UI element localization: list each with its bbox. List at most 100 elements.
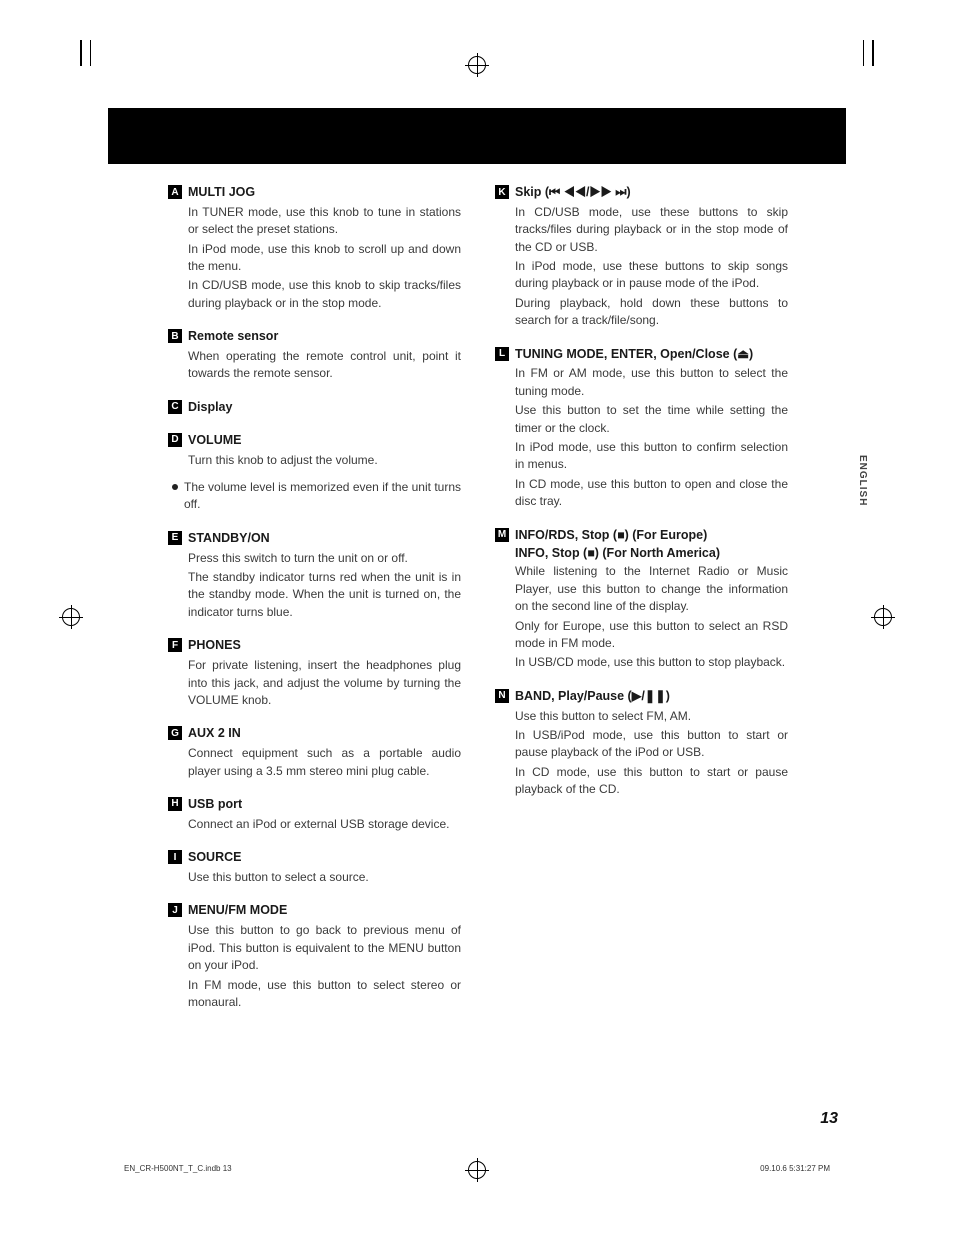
description-paragraph: In USB/iPod mode, use this button to sta… xyxy=(515,727,788,762)
section-title: Skip (⏮ ◀◀/▶▶ ⏭) xyxy=(515,184,631,201)
section: L TUNING MODE, ENTER, Open/Close (⏏) In FM… xyxy=(495,346,788,511)
section: D VOLUME Turn this knob to adjust the volu… xyxy=(168,432,461,514)
left-column: A MULTI JOG In TUNER mode, use this knob t… xyxy=(168,184,461,1027)
description-paragraph: Use this button to set the time while se… xyxy=(515,402,788,437)
section: ESTANDBY/ON Press this switch to turn the… xyxy=(168,530,461,621)
section-description: Connect an iPod or external USB storage … xyxy=(168,816,461,833)
section-letter-badge: E xyxy=(168,531,182,545)
page-number: 13 xyxy=(820,1110,838,1128)
section-letter-badge: M xyxy=(495,528,509,542)
section-letter-badge: A xyxy=(168,185,182,199)
section-title: USB port xyxy=(188,796,242,813)
description-paragraph: In TUNER mode, use this knob to tune in … xyxy=(188,204,461,239)
section-description: Press this switch to turn the unit on or… xyxy=(168,550,461,622)
bullet-text: The volume level is memorized even if th… xyxy=(184,479,461,514)
section-header: K Skip (⏮ ◀◀/▶▶ ⏭) xyxy=(495,184,788,201)
section-header: J MENU/FM MODE xyxy=(168,902,461,919)
bullet-icon xyxy=(172,484,178,490)
section-description: In TUNER mode, use this knob to tune in … xyxy=(168,204,461,312)
section-description: Connect equipment such as a portable aud… xyxy=(168,745,461,780)
section-title: MENU/FM MODE xyxy=(188,902,287,919)
description-paragraph: In iPod mode, use this knob to scroll up… xyxy=(188,241,461,276)
section-letter-badge: J xyxy=(168,903,182,917)
section-header: GAUX 2 IN xyxy=(168,725,461,742)
registration-mark xyxy=(468,56,486,74)
section-title: TUNING MODE, ENTER, Open/Close (⏏) xyxy=(515,346,753,363)
section-letter-badge: G xyxy=(168,726,182,740)
section-description: Use this button to select FM, AM. In USB/… xyxy=(495,708,788,799)
description-paragraph: In FM or AM mode, use this button to sel… xyxy=(515,365,788,400)
section-header: H USB port xyxy=(168,796,461,813)
page-content: A MULTI JOG In TUNER mode, use this knob t… xyxy=(168,184,788,1027)
description-paragraph: In CD/USB mode, use these buttons to ski… xyxy=(515,204,788,256)
section-header: C Display xyxy=(168,399,461,416)
section: I SOURCE Use this button to select a sourc… xyxy=(168,849,461,886)
section-header: I SOURCE xyxy=(168,849,461,866)
section-letter-badge: I xyxy=(168,850,182,864)
section-header: N BAND, Play/Pause (▶/❚❚) xyxy=(495,688,788,705)
description-paragraph: During playback, hold down these buttons… xyxy=(515,295,788,330)
description-paragraph: Use this button to select a source. xyxy=(188,869,461,886)
section-header: M INFO/RDS, Stop (■) (For Europe) xyxy=(495,527,788,544)
section-letter-badge: F xyxy=(168,638,182,652)
bullet-note: The volume level is memorized even if th… xyxy=(168,479,461,514)
section-subtitle: INFO, Stop (■) (For North America) xyxy=(495,546,788,560)
description-paragraph: For private listening, insert the headph… xyxy=(188,657,461,709)
description-paragraph: While listening to the Internet Radio or… xyxy=(515,563,788,615)
description-paragraph: When operating the remote control unit, … xyxy=(188,348,461,383)
section-description: In FM or AM mode, use this button to sel… xyxy=(495,365,788,510)
section-letter-badge: L xyxy=(495,347,509,361)
section-description: When operating the remote control unit, … xyxy=(168,348,461,383)
section: N BAND, Play/Pause (▶/❚❚) Use this button … xyxy=(495,688,788,799)
section: BRemote sensor When operating the remote … xyxy=(168,328,461,383)
section-description: For private listening, insert the headph… xyxy=(168,657,461,709)
section: M INFO/RDS, Stop (■) (For Europe) INFO, St… xyxy=(495,527,788,672)
section-title: INFO/RDS, Stop (■) (For Europe) xyxy=(515,527,707,544)
section-title: SOURCE xyxy=(188,849,241,866)
section-header: BRemote sensor xyxy=(168,328,461,345)
section-title: MULTI JOG xyxy=(188,184,255,201)
language-tab: ENGLISH xyxy=(857,455,868,506)
section: H USB port Connect an iPod or external USB… xyxy=(168,796,461,833)
right-column: K Skip (⏮ ◀◀/▶▶ ⏭) In CD/USB mode, use the… xyxy=(495,184,788,1027)
section: C Display xyxy=(168,399,461,416)
registration-mark xyxy=(468,1161,486,1179)
description-paragraph: Turn this knob to adjust the volume. xyxy=(188,452,461,469)
description-paragraph: Use this button to go back to previous m… xyxy=(188,922,461,974)
section-title: BAND, Play/Pause (▶/❚❚) xyxy=(515,688,670,705)
section-letter-badge: N xyxy=(495,689,509,703)
description-paragraph: Connect an iPod or external USB storage … xyxy=(188,816,461,833)
section-title: PHONES xyxy=(188,637,241,654)
section-letter-badge: H xyxy=(168,797,182,811)
section-header: ESTANDBY/ON xyxy=(168,530,461,547)
description-paragraph: In CD/USB mode, use this knob to skip tr… xyxy=(188,277,461,312)
section-header: D VOLUME xyxy=(168,432,461,449)
section-letter-badge: C xyxy=(168,400,182,414)
section-letter-badge: B xyxy=(168,329,182,343)
registration-mark xyxy=(874,608,892,626)
section-title: VOLUME xyxy=(188,432,241,449)
registration-mark xyxy=(62,608,80,626)
section-letter-badge: K xyxy=(495,185,509,199)
section-header: A MULTI JOG xyxy=(168,184,461,201)
section-description: Use this button to go back to previous m… xyxy=(168,922,461,1011)
description-paragraph: Press this switch to turn the unit on or… xyxy=(188,550,461,567)
section: J MENU/FM MODE Use this button to go back … xyxy=(168,902,461,1011)
section: K Skip (⏮ ◀◀/▶▶ ⏭) In CD/USB mode, use the… xyxy=(495,184,788,330)
description-paragraph: Use this button to select FM, AM. xyxy=(515,708,788,725)
description-paragraph: In iPod mode, use this button to confirm… xyxy=(515,439,788,474)
section-letter-badge: D xyxy=(168,433,182,447)
footer-filename: EN_CR-H500NT_T_C.indb 13 xyxy=(124,1164,232,1173)
section-header: F PHONES xyxy=(168,637,461,654)
description-paragraph: In USB/CD mode, use this button to stop … xyxy=(515,654,788,671)
header-black-bar xyxy=(108,108,846,164)
description-paragraph: In iPod mode, use these buttons to skip … xyxy=(515,258,788,293)
section: F PHONES For private listening, insert the… xyxy=(168,637,461,709)
description-paragraph: In FM mode, use this button to select st… xyxy=(188,977,461,1012)
section-description: While listening to the Internet Radio or… xyxy=(495,563,788,671)
section: A MULTI JOG In TUNER mode, use this knob t… xyxy=(168,184,461,312)
section-title: Display xyxy=(188,399,232,416)
description-paragraph: The standby indicator turns red when the… xyxy=(188,569,461,621)
description-paragraph: Connect equipment such as a portable aud… xyxy=(188,745,461,780)
section-description: In CD/USB mode, use these buttons to ski… xyxy=(495,204,788,330)
